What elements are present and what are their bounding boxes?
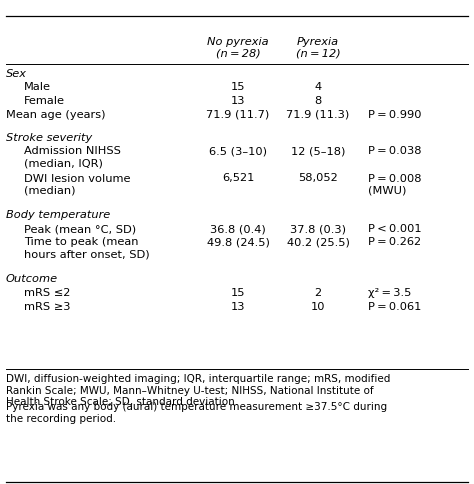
Text: No pyrexia
(n = 28): No pyrexia (n = 28) xyxy=(207,37,269,59)
Text: P < 0.001: P < 0.001 xyxy=(368,224,422,233)
Text: 13: 13 xyxy=(231,301,245,311)
Text: 15: 15 xyxy=(231,82,245,92)
Text: Mean age (years): Mean age (years) xyxy=(6,109,106,119)
Text: 6,521: 6,521 xyxy=(222,173,254,183)
Text: Time to peak (mean
hours after onset, SD): Time to peak (mean hours after onset, SD… xyxy=(24,237,150,258)
Text: 58,052: 58,052 xyxy=(298,173,338,183)
Text: 8: 8 xyxy=(314,96,322,106)
Text: Pyrexia
(n = 12): Pyrexia (n = 12) xyxy=(296,37,340,59)
Text: Female: Female xyxy=(24,96,65,106)
Text: Outcome: Outcome xyxy=(6,274,58,284)
Text: P = 0.262: P = 0.262 xyxy=(368,237,421,247)
Text: Male: Male xyxy=(24,82,51,92)
Text: Peak (mean °C, SD): Peak (mean °C, SD) xyxy=(24,224,136,233)
Text: 49.8 (24.5): 49.8 (24.5) xyxy=(207,237,269,247)
Text: 37.8 (0.3): 37.8 (0.3) xyxy=(290,224,346,233)
Text: DWI, diffusion-weighted imaging; IQR, interquartile range; mRS, modified
Rankin : DWI, diffusion-weighted imaging; IQR, in… xyxy=(6,373,391,407)
Text: Sex: Sex xyxy=(6,69,27,79)
Text: Admission NIHSS
(median, IQR): Admission NIHSS (median, IQR) xyxy=(24,146,121,168)
Text: 71.9 (11.3): 71.9 (11.3) xyxy=(286,109,350,119)
Text: 36.8 (0.4): 36.8 (0.4) xyxy=(210,224,266,233)
Text: 4: 4 xyxy=(314,82,321,92)
Text: 12 (5–18): 12 (5–18) xyxy=(291,146,345,156)
Text: P = 0.008
(MWU): P = 0.008 (MWU) xyxy=(368,173,421,195)
Text: DWI lesion volume
(median): DWI lesion volume (median) xyxy=(24,173,130,195)
Text: 40.2 (25.5): 40.2 (25.5) xyxy=(287,237,349,247)
Text: Stroke severity: Stroke severity xyxy=(6,133,92,143)
Text: 2: 2 xyxy=(314,287,321,297)
Text: 71.9 (11.7): 71.9 (11.7) xyxy=(206,109,270,119)
Text: 10: 10 xyxy=(311,301,325,311)
Text: 15: 15 xyxy=(231,287,245,297)
Text: mRS ≥3: mRS ≥3 xyxy=(24,301,71,311)
Text: χ² = 3.5: χ² = 3.5 xyxy=(368,287,411,297)
Text: 6.5 (3–10): 6.5 (3–10) xyxy=(209,146,267,156)
Text: Body temperature: Body temperature xyxy=(6,210,110,220)
Text: 13: 13 xyxy=(231,96,245,106)
Text: mRS ≤2: mRS ≤2 xyxy=(24,287,70,297)
Text: Pyrexia was any body (aural) temperature measurement ≥37.5°C during
the recordin: Pyrexia was any body (aural) temperature… xyxy=(6,401,387,423)
Text: P = 0.038: P = 0.038 xyxy=(368,146,421,156)
Text: P = 0.990: P = 0.990 xyxy=(368,109,421,119)
Text: P = 0.061: P = 0.061 xyxy=(368,301,421,311)
